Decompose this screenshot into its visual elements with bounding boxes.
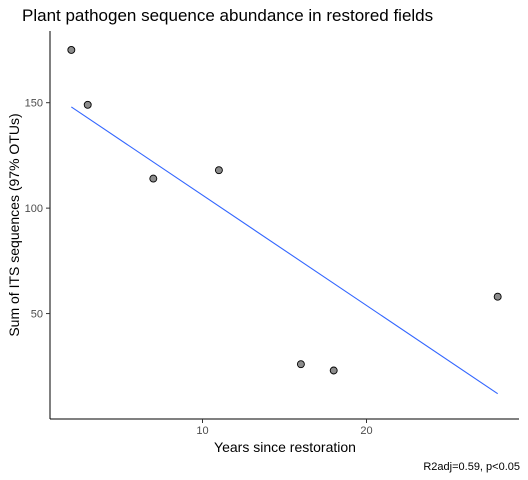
data-point <box>493 292 502 301</box>
data-point <box>296 360 305 369</box>
y-tick-label: 100 <box>25 203 43 215</box>
y-axis-title: Sum of ITS sequences (97% OTUs) <box>6 113 22 336</box>
chart-title: Plant pathogen sequence abundance in res… <box>22 6 433 25</box>
data-point <box>67 46 76 54</box>
plot-area: 50 100 150 10 20 <box>25 31 519 437</box>
y-tick-label: 50 <box>31 309 43 321</box>
x-tick-label: 20 <box>360 425 372 437</box>
regression-line <box>71 106 498 395</box>
data-point <box>149 174 158 183</box>
caption: R2adj=0.59, p<0.05 <box>423 461 520 473</box>
data-point <box>214 166 223 175</box>
data-point <box>83 100 92 109</box>
data-point <box>329 366 338 375</box>
y-tick-label: 150 <box>25 98 43 110</box>
x-tick-label: 10 <box>196 425 208 437</box>
x-axis-title: Years since restoration <box>214 439 356 455</box>
